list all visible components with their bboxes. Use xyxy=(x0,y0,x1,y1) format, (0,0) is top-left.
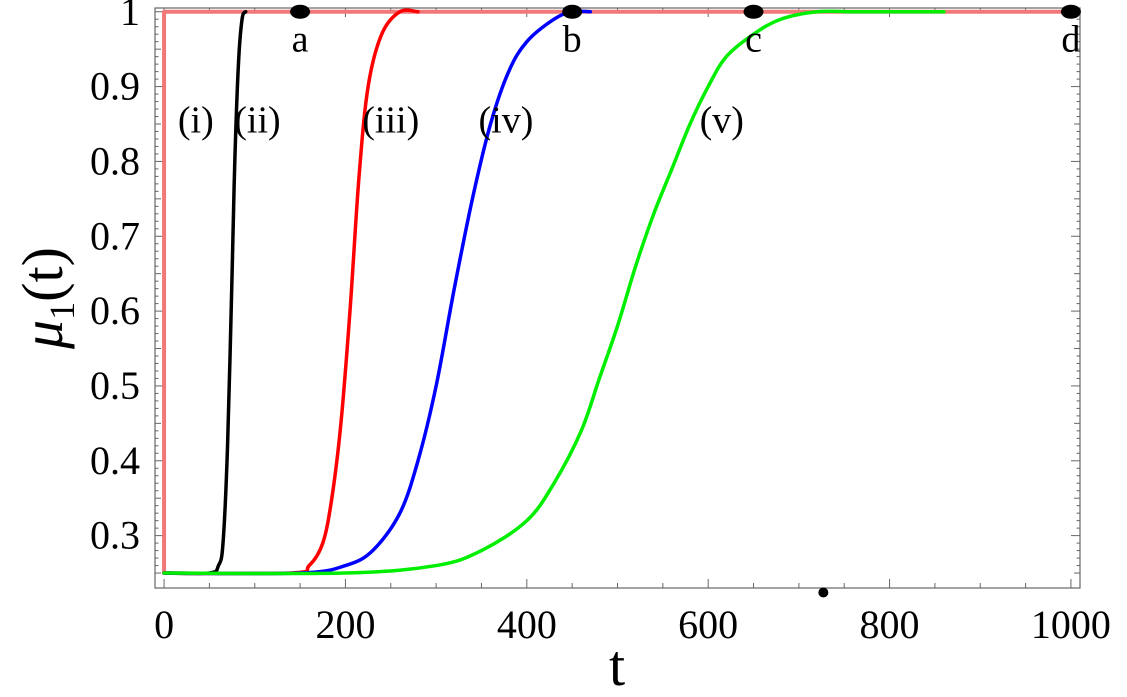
series-line-2 xyxy=(162,9,248,576)
marker-point-a xyxy=(290,4,311,19)
axis-ticks xyxy=(155,8,1080,588)
markers-layer: a b c d xyxy=(290,4,1081,598)
x-tick-label: 200 xyxy=(315,602,375,647)
x-tick-label: 400 xyxy=(497,602,557,647)
curve-label-5: (v) xyxy=(700,99,744,141)
series-line-5 xyxy=(162,9,946,576)
y-tick-label: 0.3 xyxy=(90,513,140,558)
marker-point-b xyxy=(562,4,583,19)
stray-dot xyxy=(818,587,829,598)
marker-point-c xyxy=(743,4,764,19)
y-tick-label: 0.7 xyxy=(90,213,140,258)
x-axis-label: t xyxy=(609,633,625,697)
curve-label-3: (iii) xyxy=(362,99,419,141)
series-line-3 xyxy=(162,8,420,576)
series-layer xyxy=(162,8,1073,576)
x-tick-label: 600 xyxy=(678,602,738,647)
y-axis-label-suffix: (t) xyxy=(10,247,75,302)
y-tick-label: 0.5 xyxy=(90,363,140,408)
curve-labels-layer: (i) (ii) (iii) (iv) (v) xyxy=(178,99,744,141)
marker-label-b: b xyxy=(563,19,582,61)
marker-label-a: a xyxy=(292,19,309,61)
series-line-4 xyxy=(162,9,593,576)
y-axis-label-sub: 1 xyxy=(42,302,82,320)
curve-label-1: (i) xyxy=(178,99,214,141)
marker-point-d xyxy=(1060,4,1081,19)
x-tick-label: 800 xyxy=(860,602,920,647)
x-tick-label: 0 xyxy=(154,602,174,647)
marker-label-d: d xyxy=(1061,19,1080,61)
series-line-1 xyxy=(162,9,1073,576)
y-tick-label: 0.8 xyxy=(90,138,140,183)
x-tick-label: 1000 xyxy=(1031,602,1111,647)
marker-label-c: c xyxy=(745,19,762,61)
y-tick-label: 0.4 xyxy=(90,438,140,483)
y-tick-label: 1 xyxy=(120,0,140,34)
plot-frame xyxy=(154,7,1081,589)
y-tick-label: 0.9 xyxy=(90,64,140,109)
y-axis-label-main: μ xyxy=(10,320,75,350)
tick-labels: 0 200 400 600 800 1000 0.3 0.4 0.5 0.6 0.7 0.8 0.9 1 xyxy=(90,0,1111,647)
svg-text:μ1(t): μ1(t) xyxy=(10,247,82,350)
y-tick-label: 0.6 xyxy=(90,288,140,333)
curve-label-2: (ii) xyxy=(234,99,280,141)
y-axis-label: μ1(t) xyxy=(10,247,82,350)
curve-label-4: (iv) xyxy=(479,99,534,141)
